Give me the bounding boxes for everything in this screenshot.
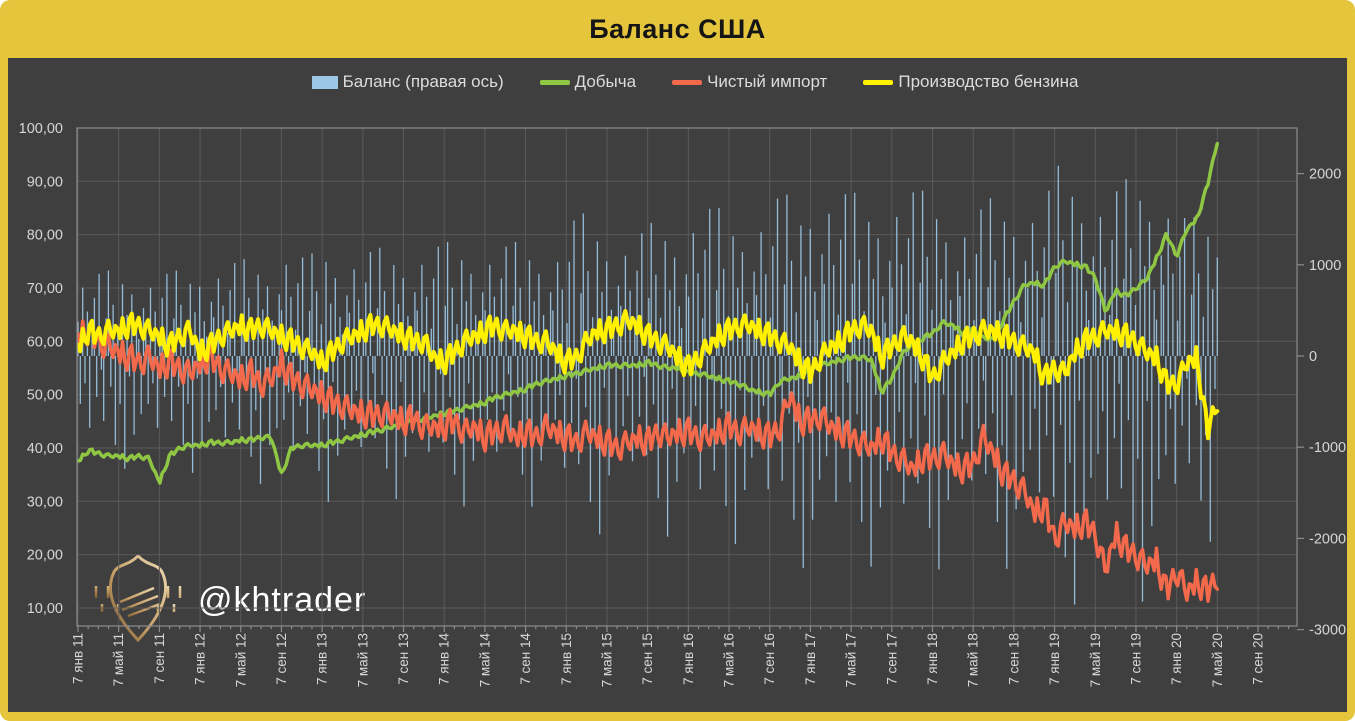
x-axis-tick-label: 7 янв 18 [925,633,940,685]
legend-item-0: Баланс (правая ось) [311,72,504,92]
x-axis-tick-label: 7 янв 17 [803,633,818,685]
right-axis-tick-label: -1000 [1309,440,1346,456]
left-axis-tick-label: 60,00 [27,334,63,350]
right-axis-tick-label: 2000 [1309,167,1341,183]
series-line-0-dobycha [77,141,1220,485]
x-axis-tick-label: 7 май 17 [844,633,859,687]
x-axis-tick-label: 7 май 14 [477,633,492,688]
x-axis-tick-label: 7 сен 15 [640,633,655,685]
chart-legend: Баланс (правая ось) Добыча Чистый импорт Пр… [85,72,1305,92]
legend-label: Чистый импорт [707,72,828,91]
x-axis-tick-label: 7 сен 18 [1006,633,1021,685]
left-axis-tick-label: 100,00 [19,121,63,137]
left-axis-tick-label: 10,00 [27,601,63,617]
x-axis-tick-label: 7 май 18 [966,633,981,687]
legend-label: Баланс (правая ось) [342,72,504,91]
left-axis-tick-label: 50,00 [27,388,63,404]
legend-label: Добыча [574,72,637,91]
x-axis-tick-label: 7 янв 16 [681,633,696,685]
series-line-2-benzin [77,309,1220,441]
x-axis-tick-label: 7 янв 19 [1047,633,1062,685]
x-axis-labels: 7 янв 11 7 май 11 7 сен 11 7 янв 12 7 май 12… [71,633,1266,688]
chart-title: Баланс США [589,13,766,44]
x-axis-tick-label: 7 май 20 [1210,633,1225,687]
legend-swatch-icon [672,79,703,85]
x-axis-tick-label: 7 май 11 [111,633,126,686]
left-axis-tick-label: 70,00 [27,281,63,297]
right-axis-tick-label: 0 [1309,349,1317,365]
right-axis-labels: 2000 1000 0 -1000 -2000 -3000 [1309,167,1346,639]
left-axis-tick-label: 90,00 [27,174,63,190]
left-axis-tick-label: 80,00 [27,228,63,244]
x-axis-tick-label: 7 сен 11 [152,633,167,684]
x-axis-tick-label: 7 янв 14 [437,633,452,685]
series-line-1-import [77,319,1220,603]
x-axis-tick-label: 7 сен 17 [884,633,899,685]
x-axis-tick-label: 7 сен 13 [396,633,411,685]
x-axis-tick-label: 7 сен 16 [762,633,777,685]
x-axis-tick-label: 7 янв 20 [1169,633,1184,685]
axis-ticks [77,173,1304,632]
x-axis-tick-label: 7 май 15 [599,633,614,687]
left-axis-labels: 100,00 90,00 80,00 70,00 60,00 50,00 40,00 30,0… [19,121,63,617]
legend-label: Производство бензина [898,72,1079,91]
right-axis-tick-label: 1000 [1309,258,1341,274]
data-layer [77,141,1220,605]
x-axis-tick-label: 7 сен 14 [518,633,533,685]
plot-border [76,127,1298,627]
left-axis-tick-label: 20,00 [27,548,63,564]
legend-swatch-icon [539,79,570,85]
x-axis-tick-label: 7 янв 12 [193,633,208,685]
legend-swatch-icon [311,75,338,89]
legend-item-3: Производство бензина [863,72,1078,92]
title-bar: Баланс США [0,0,1355,58]
x-axis-tick-label: 7 май 19 [1088,633,1103,687]
left-axis-tick-label: 30,00 [27,494,63,510]
x-axis-tick-label: 7 май 12 [233,633,248,687]
right-axis-tick-label: -2000 [1309,531,1346,547]
x-axis-tick-label: 7 май 16 [722,633,737,687]
x-axis-tick-label: 7 май 13 [355,633,370,687]
x-axis-tick-label: 7 янв 11 [71,633,86,684]
right-axis-tick-label: -3000 [1309,623,1346,639]
x-axis-tick-label: 7 янв 13 [315,633,330,685]
legend-item-2: Чистый импорт [672,72,827,92]
x-axis-tick-label: 7 янв 15 [559,633,574,685]
left-axis-tick-label: 40,00 [27,441,63,457]
x-axis-tick-label: 7 сен 20 [1251,633,1266,685]
legend-swatch-icon [863,79,894,85]
x-axis-tick-label: 7 сен 12 [274,633,289,685]
x-axis-tick-label: 7 сен 19 [1128,633,1143,685]
legend-item-1: Добыча [539,72,637,92]
